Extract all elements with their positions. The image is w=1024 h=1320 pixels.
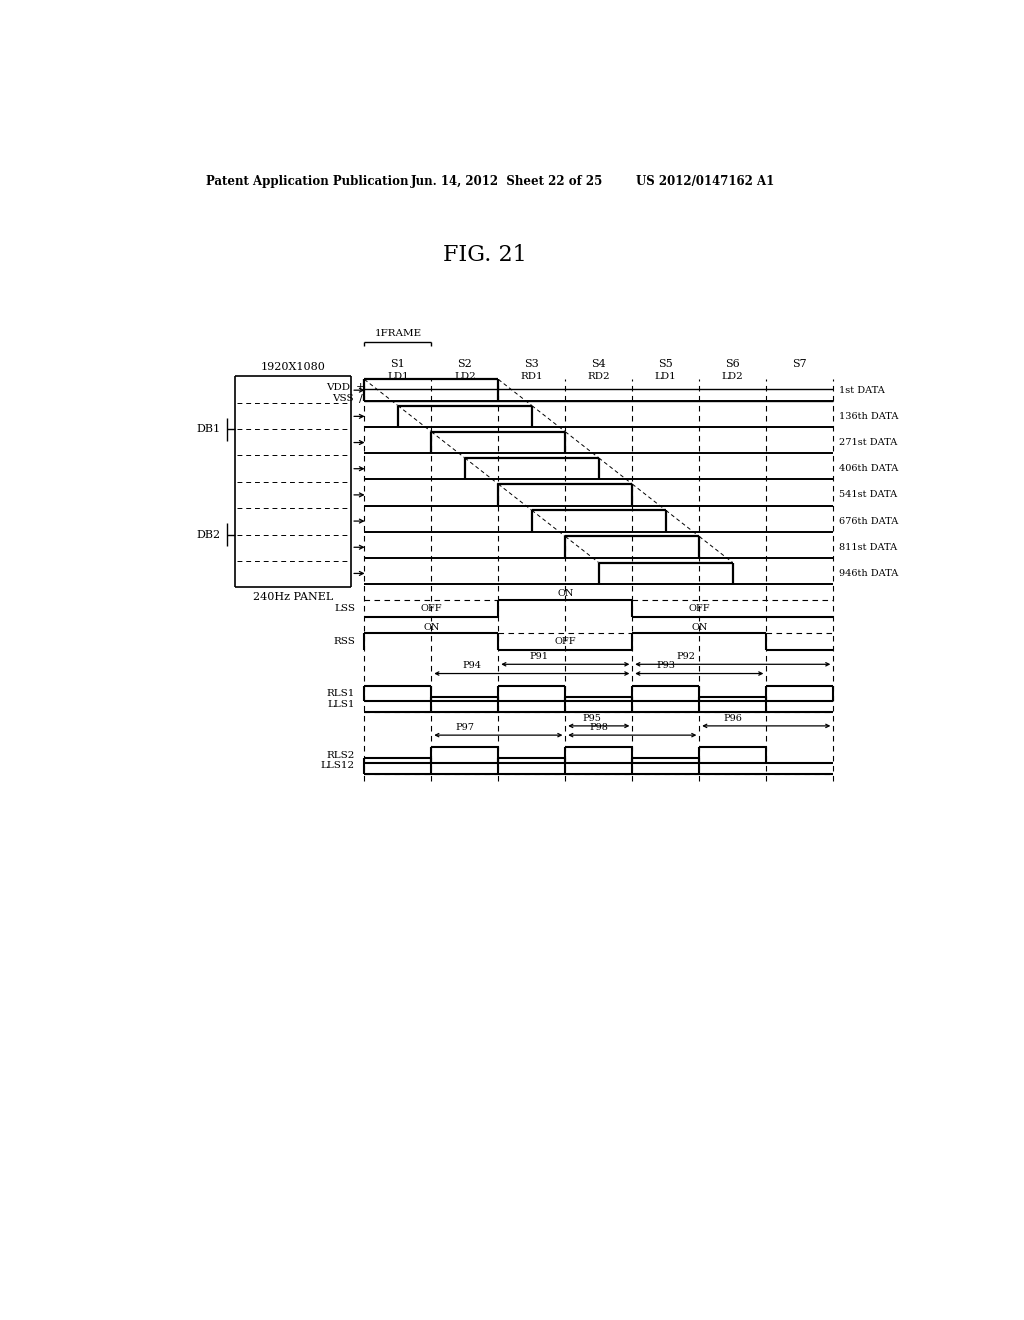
Text: S7: S7 <box>793 359 807 370</box>
Text: P98: P98 <box>590 723 608 731</box>
Text: P91: P91 <box>529 652 548 661</box>
Text: RD2: RD2 <box>588 372 610 380</box>
Text: LD2: LD2 <box>454 372 476 380</box>
Text: P97: P97 <box>456 723 474 731</box>
Text: S1: S1 <box>390 359 406 370</box>
Text: S5: S5 <box>658 359 673 370</box>
Text: 676th DATA: 676th DATA <box>840 516 899 525</box>
Text: 271st DATA: 271st DATA <box>840 438 898 447</box>
Text: LD1: LD1 <box>655 372 677 380</box>
Text: 946th DATA: 946th DATA <box>840 569 899 578</box>
Text: 811st DATA: 811st DATA <box>840 543 898 552</box>
Text: LLS1: LLS1 <box>328 700 355 709</box>
Text: P96: P96 <box>723 714 742 722</box>
Text: RLS1: RLS1 <box>327 689 355 698</box>
Text: S6: S6 <box>725 359 740 370</box>
Text: OFF: OFF <box>421 603 442 612</box>
Text: Patent Application Publication: Patent Application Publication <box>206 176 408 187</box>
Text: S4: S4 <box>592 359 606 370</box>
Text: LD2: LD2 <box>722 372 743 380</box>
Text: ON: ON <box>691 623 708 632</box>
Text: FIG. 21: FIG. 21 <box>442 244 526 265</box>
Text: RD1: RD1 <box>520 372 543 380</box>
Text: 1FRAME: 1FRAME <box>375 330 422 338</box>
Text: RLS2: RLS2 <box>327 751 355 759</box>
Text: 406th DATA: 406th DATA <box>840 465 899 473</box>
Text: /: / <box>358 393 362 404</box>
Text: 1920X1080: 1920X1080 <box>261 362 326 372</box>
Text: P94: P94 <box>462 661 481 671</box>
Text: RSS: RSS <box>333 638 355 647</box>
Text: P95: P95 <box>583 714 601 722</box>
Text: +: + <box>355 381 366 392</box>
Text: 240Hz PANEL: 240Hz PANEL <box>253 591 333 602</box>
Text: ON: ON <box>557 589 573 598</box>
Text: 1st DATA: 1st DATA <box>840 385 885 395</box>
Text: 136th DATA: 136th DATA <box>840 412 899 421</box>
Text: ON: ON <box>423 623 439 632</box>
Text: LD1: LD1 <box>387 372 409 380</box>
Text: VSS: VSS <box>332 395 353 403</box>
Text: S2: S2 <box>458 359 472 370</box>
Text: LLS12: LLS12 <box>321 762 355 771</box>
Text: US 2012/0147162 A1: US 2012/0147162 A1 <box>636 176 774 187</box>
Text: 541st DATA: 541st DATA <box>840 491 898 499</box>
Text: S3: S3 <box>524 359 540 370</box>
Text: P93: P93 <box>656 661 675 671</box>
Text: Jun. 14, 2012  Sheet 22 of 25: Jun. 14, 2012 Sheet 22 of 25 <box>411 176 603 187</box>
Text: DB2: DB2 <box>197 529 221 540</box>
Text: LSS: LSS <box>334 603 355 612</box>
Text: OFF: OFF <box>688 603 710 612</box>
Text: OFF: OFF <box>555 638 577 647</box>
Text: P92: P92 <box>677 652 695 661</box>
Text: DB1: DB1 <box>197 424 221 434</box>
Text: VDD: VDD <box>327 383 350 392</box>
